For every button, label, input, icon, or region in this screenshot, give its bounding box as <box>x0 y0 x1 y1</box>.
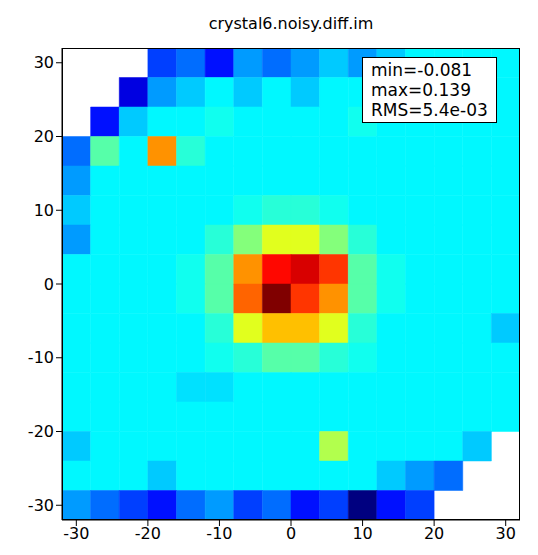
svg-text:-20: -20 <box>28 422 54 441</box>
html-text:max=0.139: max=0.139 <box>371 80 471 100</box>
svg-text:30: 30 <box>496 524 516 543</box>
html-text:crystal6.noisy.diff.im: crystal6.noisy.diff.im <box>208 14 374 33</box>
svg-text:-30: -30 <box>63 524 89 543</box>
svg-text:-30: -30 <box>28 496 54 515</box>
svg-text:-10: -10 <box>206 524 232 543</box>
svg-text:10: 10 <box>352 524 372 543</box>
svg-text:20: 20 <box>34 127 54 146</box>
svg-text:30: 30 <box>34 53 54 72</box>
html-text:min=-0.081: min=-0.081 <box>371 60 473 80</box>
svg-text:-20: -20 <box>135 524 161 543</box>
html-text:RMS=5.4e-03: RMS=5.4e-03 <box>371 100 488 120</box>
svg-text:20: 20 <box>424 524 444 543</box>
svg-text:10: 10 <box>34 201 54 220</box>
svg-text:0: 0 <box>286 524 296 543</box>
svg-text:-10: -10 <box>28 348 54 367</box>
svg-text:0: 0 <box>44 275 54 294</box>
